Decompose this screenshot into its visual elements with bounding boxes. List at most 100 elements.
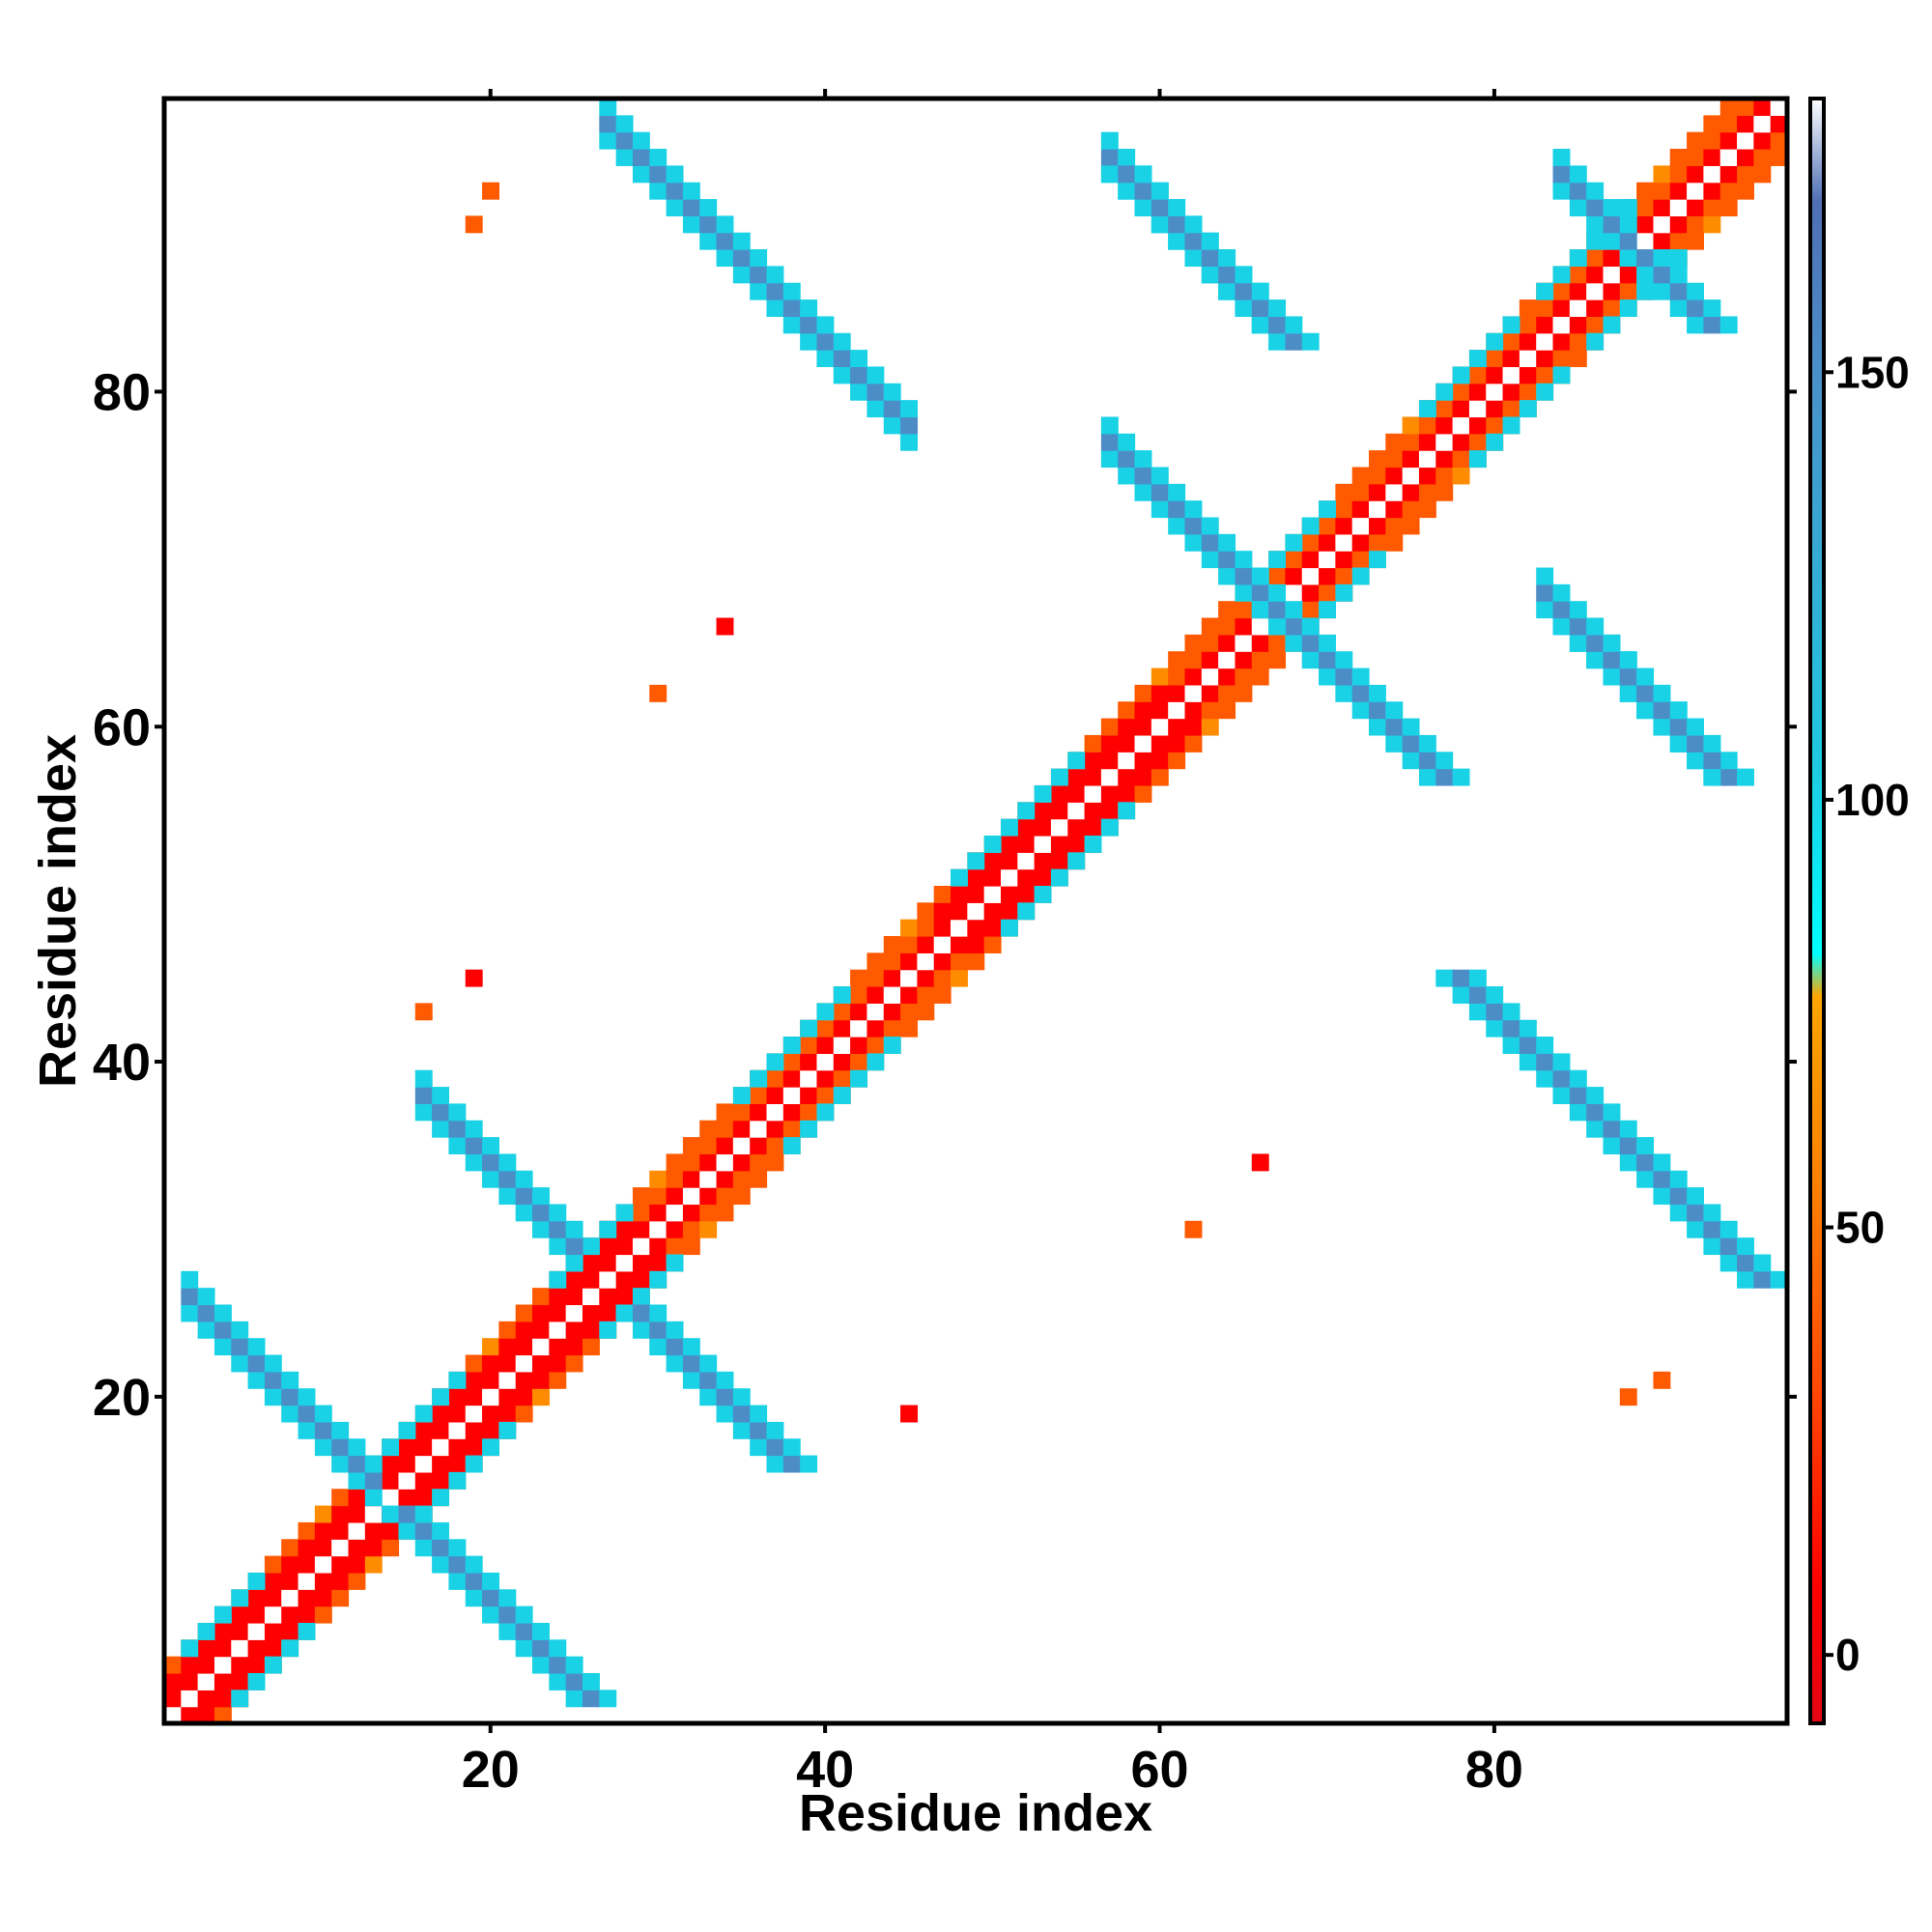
heatmap-cell (1235, 299, 1253, 318)
heatmap-cell (197, 1622, 215, 1640)
heatmap-cell (498, 1388, 517, 1406)
heatmap-cell (1703, 1204, 1721, 1222)
heatmap-cell (766, 1455, 784, 1473)
heatmap-cell (782, 1137, 801, 1155)
heatmap-cell (1235, 583, 1253, 602)
heatmap-cell (1251, 299, 1269, 318)
heatmap-cell (800, 1103, 818, 1122)
heatmap-cell (1452, 986, 1470, 1004)
heatmap-cell (498, 1589, 517, 1607)
heatmap-cell (549, 1304, 567, 1322)
heatmap-cell (1653, 266, 1671, 284)
heatmap-cell (331, 1521, 350, 1540)
heatmap-cell (281, 1388, 299, 1406)
heatmap-cell (1669, 701, 1688, 720)
heatmap-cell (649, 1304, 668, 1322)
heatmap-cell (498, 1321, 517, 1339)
heatmap-cell (883, 1019, 901, 1037)
heatmap-cell (1636, 266, 1655, 284)
heatmap-cell (231, 1622, 249, 1640)
heatmap-cell (164, 1672, 182, 1690)
heatmap-cell (1335, 533, 1353, 552)
heatmap-cell (1753, 1254, 1772, 1272)
heatmap-cell (615, 1220, 634, 1238)
heatmap-cell (1603, 266, 1621, 284)
heatmap-cell (398, 1521, 416, 1540)
heatmap-cell (482, 1405, 499, 1423)
heatmap-cell (364, 1555, 383, 1574)
heatmap-cell (498, 1338, 517, 1356)
heatmap-cell (532, 1639, 550, 1658)
heatmap-cell (213, 1304, 232, 1322)
heatmap-cell (1636, 182, 1655, 200)
heatmap-cell (1753, 165, 1772, 184)
heatmap-cell (1335, 583, 1353, 602)
heatmap-cell (498, 1405, 517, 1423)
heatmap-cell (1687, 131, 1705, 150)
heatmap-cell (515, 1304, 533, 1322)
heatmap-cell (432, 1521, 450, 1540)
heatmap-cell (549, 1270, 567, 1289)
heatmap-cell (699, 1153, 718, 1172)
heatmap-cell (515, 1187, 533, 1206)
heatmap-cell (716, 1204, 734, 1222)
heatmap-cell (565, 1690, 583, 1708)
heatmap-cell (1100, 416, 1119, 435)
heatmap-cell (264, 1589, 282, 1607)
heatmap-cell (1351, 517, 1370, 535)
heatmap-cell (1251, 583, 1269, 602)
heatmap-cell (1084, 734, 1102, 753)
heatmap-cell (1201, 668, 1219, 686)
heatmap-cell (1468, 986, 1487, 1004)
heatmap-cell (1168, 701, 1186, 720)
heatmap-cell (414, 1438, 433, 1457)
heatmap-cell (1519, 299, 1537, 318)
heatmap-cell (1319, 500, 1336, 519)
heatmap-cell (164, 1690, 182, 1708)
heatmap-cell (833, 1019, 851, 1037)
heatmap-cell (298, 1605, 316, 1624)
heatmap-cell (1753, 115, 1772, 133)
heatmap-cell (1737, 99, 1754, 116)
heatmap-cell (1369, 450, 1386, 469)
heatmap-cell (632, 131, 650, 150)
heatmap-cell (883, 952, 901, 971)
heatmap-cell (1486, 366, 1504, 384)
heatmap-cell (1369, 500, 1386, 519)
heatmap-cell (197, 1706, 215, 1724)
heatmap-cell (883, 969, 901, 987)
heatmap-cell (1017, 852, 1036, 870)
heatmap-cell (750, 1103, 768, 1122)
heatmap-cell (1402, 467, 1420, 485)
heatmap-cell (1703, 1220, 1721, 1238)
heatmap-cell (414, 1069, 433, 1088)
heatmap-cell (1218, 684, 1236, 702)
heatmap-cell (1351, 467, 1370, 485)
heatmap-cell (1519, 400, 1537, 418)
heatmap-cell (1669, 299, 1688, 318)
heatmap-cell (1603, 232, 1621, 250)
heatmap-cell (699, 1137, 718, 1155)
heatmap-cell (716, 617, 734, 636)
heatmap-cell (465, 1455, 483, 1473)
heatmap-cell (382, 1489, 400, 1507)
heatmap-cell (465, 969, 483, 987)
heatmap-cell (716, 1137, 734, 1155)
heatmap-cell (1201, 533, 1219, 552)
heatmap-cell (1719, 1237, 1738, 1256)
heatmap-cell (1319, 668, 1336, 686)
heatmap-cell (983, 902, 1002, 921)
heatmap-cell (1301, 601, 1320, 619)
heatmap-cell (716, 249, 734, 268)
heatmap-cell (498, 1421, 517, 1439)
heatmap-cell (782, 1037, 801, 1054)
heatmap-cell (348, 1539, 366, 1557)
heatmap-cell (1118, 718, 1136, 736)
heatmap-cell (732, 266, 751, 284)
heatmap-cell (1184, 718, 1203, 736)
heatmap-cell (1285, 316, 1303, 334)
heatmap-cell (1100, 768, 1119, 786)
heatmap-cell (1100, 165, 1119, 184)
heatmap-cell (1687, 752, 1705, 770)
heatmap-cell (867, 1019, 885, 1037)
